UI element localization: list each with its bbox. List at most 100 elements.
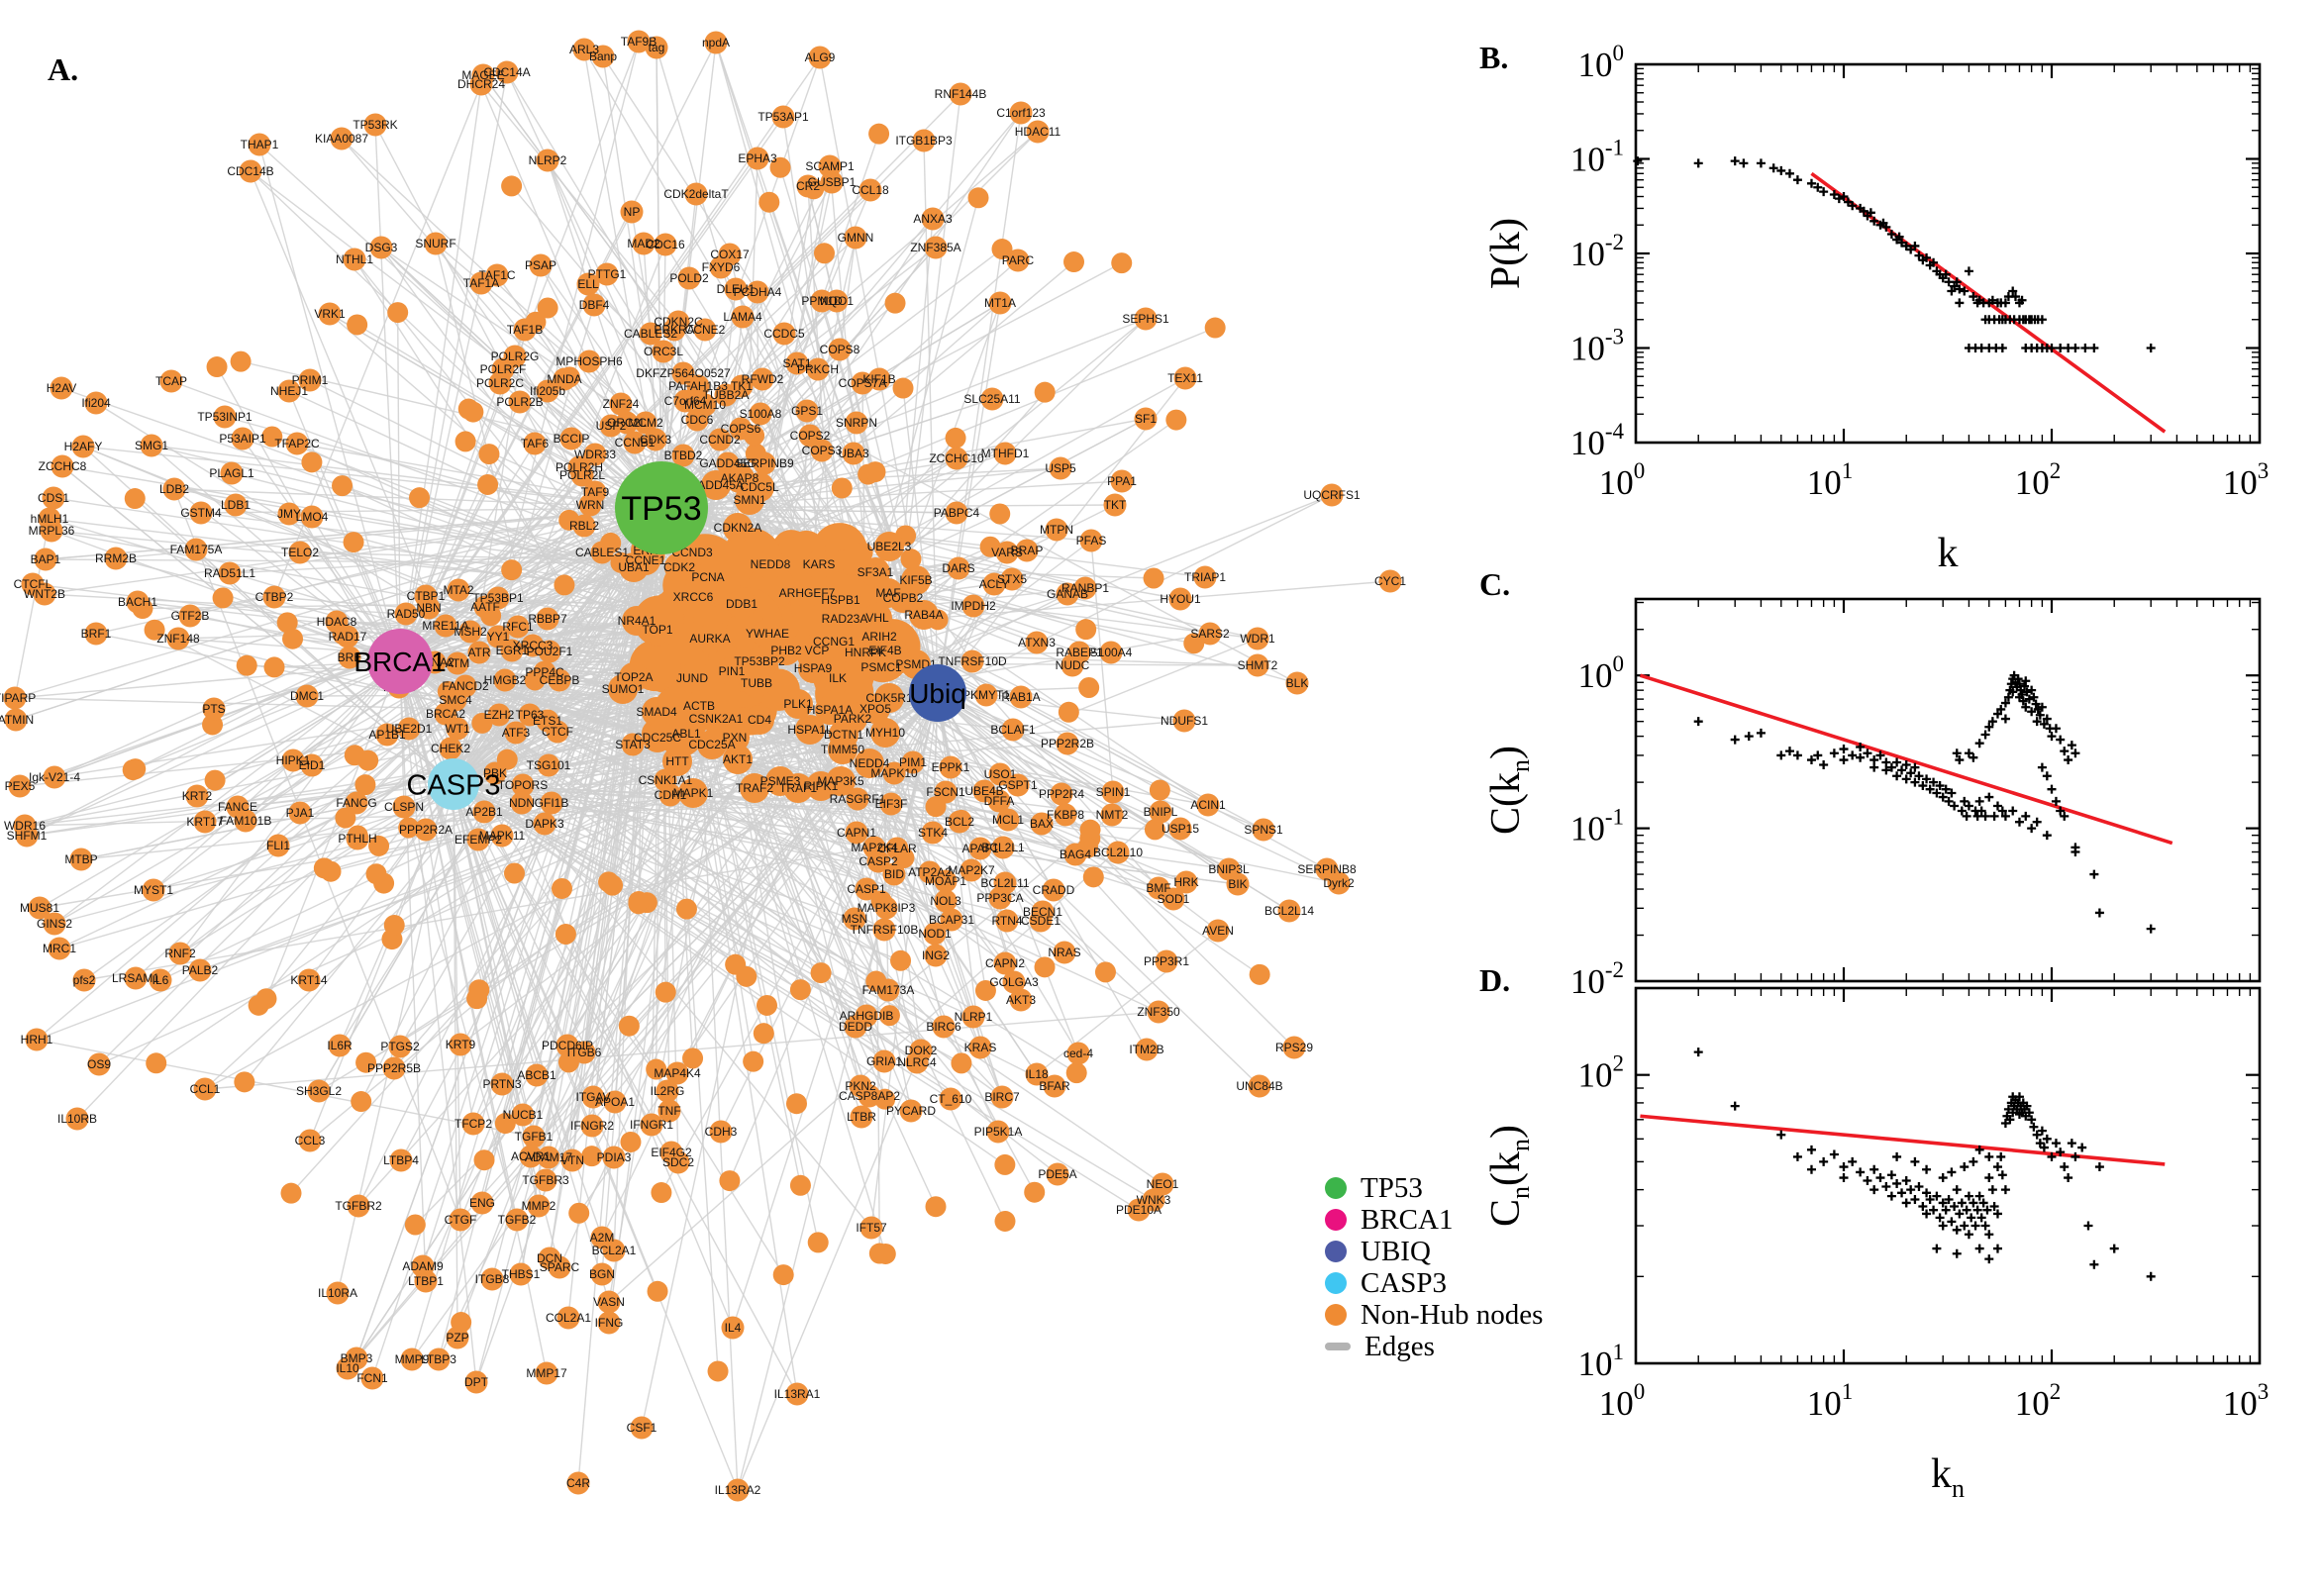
node-label: TUBB2A xyxy=(703,388,750,402)
non-hub-node xyxy=(580,1114,604,1138)
non-hub-node xyxy=(581,1146,603,1167)
non-hub-node xyxy=(473,595,497,619)
node-label: EIF4B xyxy=(868,644,901,657)
node-label: NQO1 xyxy=(820,294,854,308)
non-hub-node xyxy=(263,656,285,678)
non-hub-node xyxy=(1378,569,1402,593)
node-label: RBL2 xyxy=(569,519,599,533)
node-label: TP53AP1 xyxy=(758,110,809,124)
node-label: TEX11 xyxy=(1167,371,1203,385)
non-hub-node xyxy=(234,809,257,833)
non-hub-node xyxy=(540,791,563,815)
non-hub-node xyxy=(615,411,639,435)
non-hub-node xyxy=(325,610,349,634)
non-hub-node xyxy=(446,717,469,741)
non-hub-node xyxy=(858,1084,881,1108)
node-label: C4R xyxy=(566,1476,590,1490)
node-label: PCNA xyxy=(691,570,724,584)
non-hub-node xyxy=(204,769,226,791)
node-label: NMT2 xyxy=(1096,808,1129,822)
non-hub-node xyxy=(671,361,695,385)
non-hub-node xyxy=(1206,919,1230,943)
node-label: MAPK11 xyxy=(479,829,526,843)
non-hub-node xyxy=(996,808,1020,832)
non-hub-node xyxy=(144,619,165,641)
non-hub-node xyxy=(149,968,172,992)
non-hub-node xyxy=(523,432,547,455)
non-hub-node xyxy=(1082,866,1104,888)
non-hub-node xyxy=(1106,841,1130,864)
non-hub-node xyxy=(932,1015,956,1039)
non-hub-node xyxy=(940,908,963,932)
non-hub-node xyxy=(662,747,692,776)
y-axis-title: P(k) xyxy=(1483,218,1529,289)
node-label: CDKN2A xyxy=(714,521,762,535)
non-hub-node xyxy=(640,1113,663,1137)
non-hub-node xyxy=(855,877,878,901)
non-hub-node xyxy=(850,1105,873,1129)
node-label: HMGB2 xyxy=(484,673,527,687)
node-label: H2AFY xyxy=(64,440,103,453)
non-hub-node xyxy=(42,486,65,510)
non-hub-node xyxy=(796,174,820,198)
node-label: BRF1 xyxy=(81,627,112,641)
non-hub-node xyxy=(577,349,601,373)
non-hub-node xyxy=(424,232,448,255)
non-hub-node xyxy=(872,1049,896,1073)
node-label: CDC14A xyxy=(483,65,530,79)
node-label: CDC16 xyxy=(646,238,685,251)
node-label: PTS xyxy=(202,702,225,716)
node-label: KIAA0087 xyxy=(315,132,368,146)
node-label: COPS6 xyxy=(721,422,761,436)
node-label: TFCP2 xyxy=(454,1117,492,1131)
non-hub-node xyxy=(597,1290,621,1314)
non-hub-node xyxy=(389,1148,413,1172)
node-label: A2M xyxy=(590,1231,615,1245)
power-law-fit-line xyxy=(1639,673,2173,846)
node-label: COX17 xyxy=(710,248,750,261)
node-label: PRKRA xyxy=(654,323,694,337)
node-label: GANAB xyxy=(1047,587,1088,601)
clustering-coefficient-chart: 100 10-1 10-2 C(kn) xyxy=(1483,597,2262,1001)
non-hub-node xyxy=(471,712,493,734)
non-hub-node xyxy=(677,266,701,290)
non-hub-node xyxy=(536,149,559,172)
node-label: COPS7A xyxy=(839,376,887,390)
node-label: PTTG1 xyxy=(588,267,627,281)
non-hub-node xyxy=(874,1243,896,1264)
node-label: TOP1 xyxy=(642,623,672,637)
non-hub-node xyxy=(464,1370,488,1394)
non-hub-node xyxy=(288,801,312,825)
non-hub-node xyxy=(439,737,462,760)
non-hub-node xyxy=(909,1039,933,1062)
non-hub-node xyxy=(751,367,774,391)
node-label: TGFBR3 xyxy=(522,1173,569,1187)
non-hub-node xyxy=(657,1099,681,1123)
legend-label: BRCA1 xyxy=(1361,1203,1454,1236)
non-hub-node xyxy=(1127,1198,1151,1222)
non-hub-node xyxy=(590,541,614,564)
node-label: SOD1 xyxy=(1158,892,1190,906)
node-label: ADAM9 xyxy=(402,1259,444,1273)
non-hub-node xyxy=(536,607,559,631)
node-label: RAD23A xyxy=(822,612,868,626)
non-hub-node xyxy=(912,129,936,152)
node-label: UBE2L3 xyxy=(867,540,912,553)
non-hub-node xyxy=(124,966,148,990)
non-hub-node xyxy=(1006,773,1030,797)
non-hub-node xyxy=(746,280,769,304)
node-label: SMAD4 xyxy=(636,705,677,719)
non-hub-node xyxy=(508,390,532,414)
non-hub-node xyxy=(298,1129,322,1152)
non-hub-node xyxy=(50,376,73,400)
node-label: NR4A1 xyxy=(618,614,656,628)
non-hub-node xyxy=(25,1028,49,1051)
non-hub-node xyxy=(295,684,319,708)
non-hub-node xyxy=(72,968,96,992)
node-label: hMLH1 xyxy=(31,512,69,526)
node-label: DFFA xyxy=(984,794,1015,808)
non-hub-node xyxy=(991,836,1015,859)
